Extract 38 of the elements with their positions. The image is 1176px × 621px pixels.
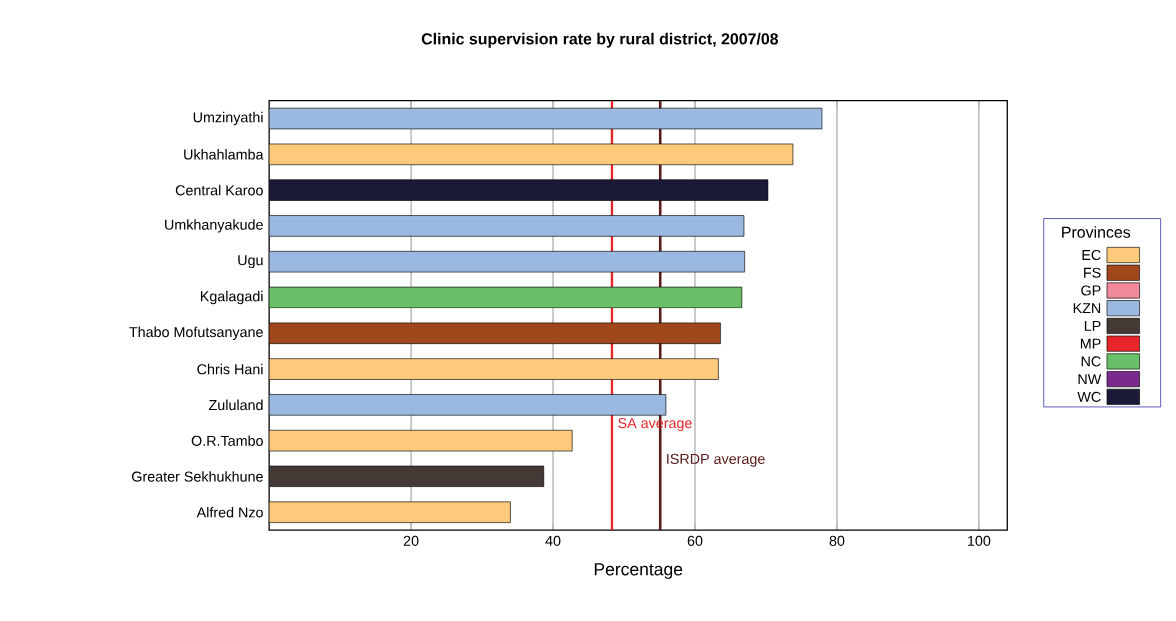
bar xyxy=(269,250,745,273)
legend-label: LP xyxy=(1084,320,1101,331)
y-tick-label: O.R.Tambo xyxy=(191,435,263,446)
legend-label: MP xyxy=(1080,338,1101,349)
y-tick-label: Umzinyathi xyxy=(193,111,263,126)
y-tick-label: Ukhahlamba xyxy=(184,148,264,160)
chart-title: Clinic supervision rate by rural district, 2007/08 xyxy=(421,32,779,48)
bar xyxy=(269,501,511,523)
y-tick-label: Alfred Nzo xyxy=(196,506,263,518)
legend-label: FS xyxy=(1084,267,1101,278)
x-tick-label: 100 xyxy=(968,535,991,546)
bar xyxy=(269,429,573,452)
x-tick-label: 40 xyxy=(545,535,561,546)
bar xyxy=(269,143,794,165)
bar xyxy=(269,107,823,130)
y-tick-label: Umkhanyakude xyxy=(165,219,263,233)
x-tick-label: 20 xyxy=(403,535,419,546)
y-tick-label: Central Karoo xyxy=(175,184,263,196)
y-tick-label: Zululand xyxy=(209,399,263,411)
bar xyxy=(269,394,667,416)
x-axis-title: Percentage xyxy=(594,563,683,579)
y-tick-label: Chris Hani xyxy=(197,363,263,375)
legend-label: GP xyxy=(1081,285,1101,296)
legend-title: Provinces xyxy=(1062,226,1131,238)
y-tick-label: Thabo Mofutsanyane xyxy=(129,326,263,340)
bar xyxy=(269,215,745,237)
x-tick-label: 60 xyxy=(687,535,703,546)
legend-label: KZN xyxy=(1073,303,1101,314)
legend-label: EC xyxy=(1082,249,1101,260)
ref-line-label: ISRDP average xyxy=(667,453,765,467)
x-tick-label: 80 xyxy=(829,535,845,546)
legend-label: WC xyxy=(1077,391,1101,402)
y-tick-label: Greater Sekhukhune xyxy=(132,471,263,482)
y-tick-label: Kgalagadi xyxy=(200,290,263,305)
y-tick-label: Ugu xyxy=(238,255,263,269)
legend-label: NW xyxy=(1078,374,1102,384)
bar xyxy=(269,358,719,380)
legend-label: NC xyxy=(1081,356,1101,367)
